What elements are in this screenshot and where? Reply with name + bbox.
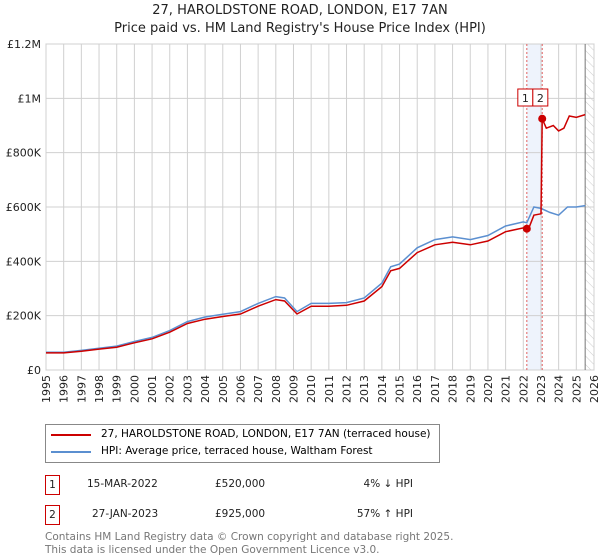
x-tick-label: 2021: [500, 375, 513, 403]
legend-swatch-property: [51, 433, 91, 436]
transaction-badge: 2: [45, 505, 60, 525]
sale-label-box: [532, 88, 549, 107]
transaction-price: £520,000: [215, 478, 266, 490]
x-tick-label: 2001: [146, 375, 159, 403]
y-tick-label: £1M: [18, 92, 42, 105]
footer-licence: This data is licensed under the Open Gov…: [45, 544, 380, 556]
legend-item-hpi: HPI: Average price, terraced house, Walt…: [51, 445, 373, 458]
x-tick-label: 1995: [40, 375, 53, 403]
footer-copyright: Contains HM Land Registry data © Crown c…: [45, 531, 454, 543]
x-tick-label: 2020: [482, 375, 495, 403]
x-tick-label: 2022: [517, 375, 530, 403]
x-tick-label: 2026: [588, 375, 600, 403]
price-chart: 1995 1996 1997 1998 1999 2000 2001 2002 2003 2004…: [6, 38, 600, 403]
sale-point: [538, 114, 547, 123]
x-tick-label: 2013: [358, 375, 371, 403]
x-tick-label: 2000: [128, 375, 141, 403]
x-tick-label: 1997: [75, 375, 88, 403]
transaction-badge: 1: [45, 475, 60, 495]
hpi-line: [46, 204, 586, 354]
x-tick-label: 2015: [394, 375, 407, 403]
x-tick-label: 1999: [111, 375, 124, 403]
legend-label-property: 27, HAROLDSTONE ROAD, LONDON, E17 7AN (t…: [101, 428, 431, 440]
sale-point: [522, 224, 531, 233]
y-tick-label: £200K: [6, 310, 42, 323]
x-tick-label: 2004: [199, 375, 212, 403]
x-tick-label: 2006: [234, 375, 247, 403]
legend-swatch-hpi: [51, 450, 91, 453]
x-tick-label: 2003: [181, 375, 194, 403]
sale-label: 1: [522, 92, 529, 105]
y-tick-label: £0: [27, 364, 41, 377]
y-tick-label: £600K: [6, 201, 42, 214]
x-tick-label: 1998: [93, 375, 106, 403]
chart-title: 27, HAROLDSTONE ROAD, LONDON, E17 7AN: [152, 3, 448, 18]
legend-label-hpi: HPI: Average price, terraced house, Walt…: [101, 445, 373, 457]
y-tick-label: £400K: [6, 255, 42, 268]
transaction-row: 1 15-MAR-2022 £520,000 4% ↓ HPI: [45, 475, 445, 495]
transaction-date: 27-JAN-2023: [92, 508, 159, 520]
x-tick-label: 2010: [305, 375, 318, 403]
x-tick-label: 2016: [411, 375, 424, 403]
x-tick-label: 2024: [553, 375, 566, 403]
transaction-price: £925,000: [215, 508, 266, 520]
x-tick-label: 2023: [535, 375, 548, 403]
x-tick-label: 2011: [323, 375, 336, 403]
x-tick-label: 2005: [217, 375, 230, 403]
sale-label: 2: [537, 92, 544, 105]
legend-item-property: 27, HAROLDSTONE ROAD, LONDON, E17 7AN (t…: [51, 428, 431, 441]
y-tick-label: £800K: [6, 147, 42, 160]
x-tick-label: 2009: [287, 375, 300, 403]
x-tick-label: 2007: [252, 375, 265, 403]
transaction-hpi: 4% ↓ HPI: [363, 478, 413, 490]
x-tick-label: 2017: [429, 375, 442, 403]
x-tick-label: 2025: [570, 375, 583, 403]
transaction-hpi: 57% ↑ HPI: [356, 508, 413, 520]
x-tick-label: 2014: [376, 375, 389, 403]
x-tick-label: 2019: [464, 375, 477, 403]
x-tick-label: 1996: [58, 375, 71, 403]
chart-subtitle: Price paid vs. HM Land Registry's House …: [114, 21, 486, 36]
y-tick-label: £1.2M: [7, 38, 41, 51]
footer: Contains HM Land Registry data © Crown c…: [45, 531, 453, 557]
transaction-row: 2 27-JAN-2023 £925,000 57% ↑ HPI: [45, 505, 445, 525]
transaction-date: 15-MAR-2022: [87, 478, 158, 490]
legend: 27, HAROLDSTONE ROAD, LONDON, E17 7AN (t…: [45, 424, 440, 463]
x-tick-label: 2002: [164, 375, 177, 403]
x-tick-label: 2012: [341, 375, 354, 403]
x-tick-label: 2018: [447, 375, 460, 403]
x-tick-label: 2008: [270, 375, 283, 403]
